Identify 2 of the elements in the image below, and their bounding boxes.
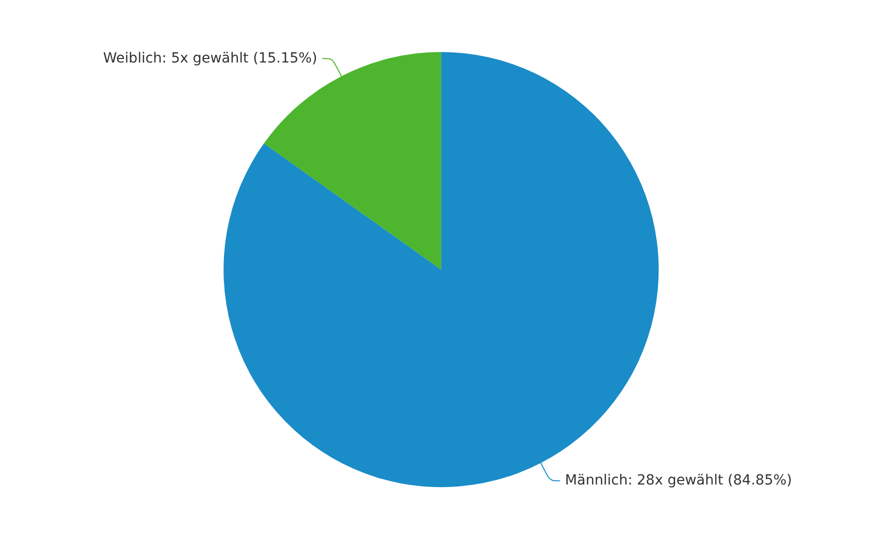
slice-label: Weiblich: 5x gewählt (15.15%): [103, 50, 318, 66]
slice-label: Männlich: 28x gewählt (84.85%): [564, 472, 792, 489]
